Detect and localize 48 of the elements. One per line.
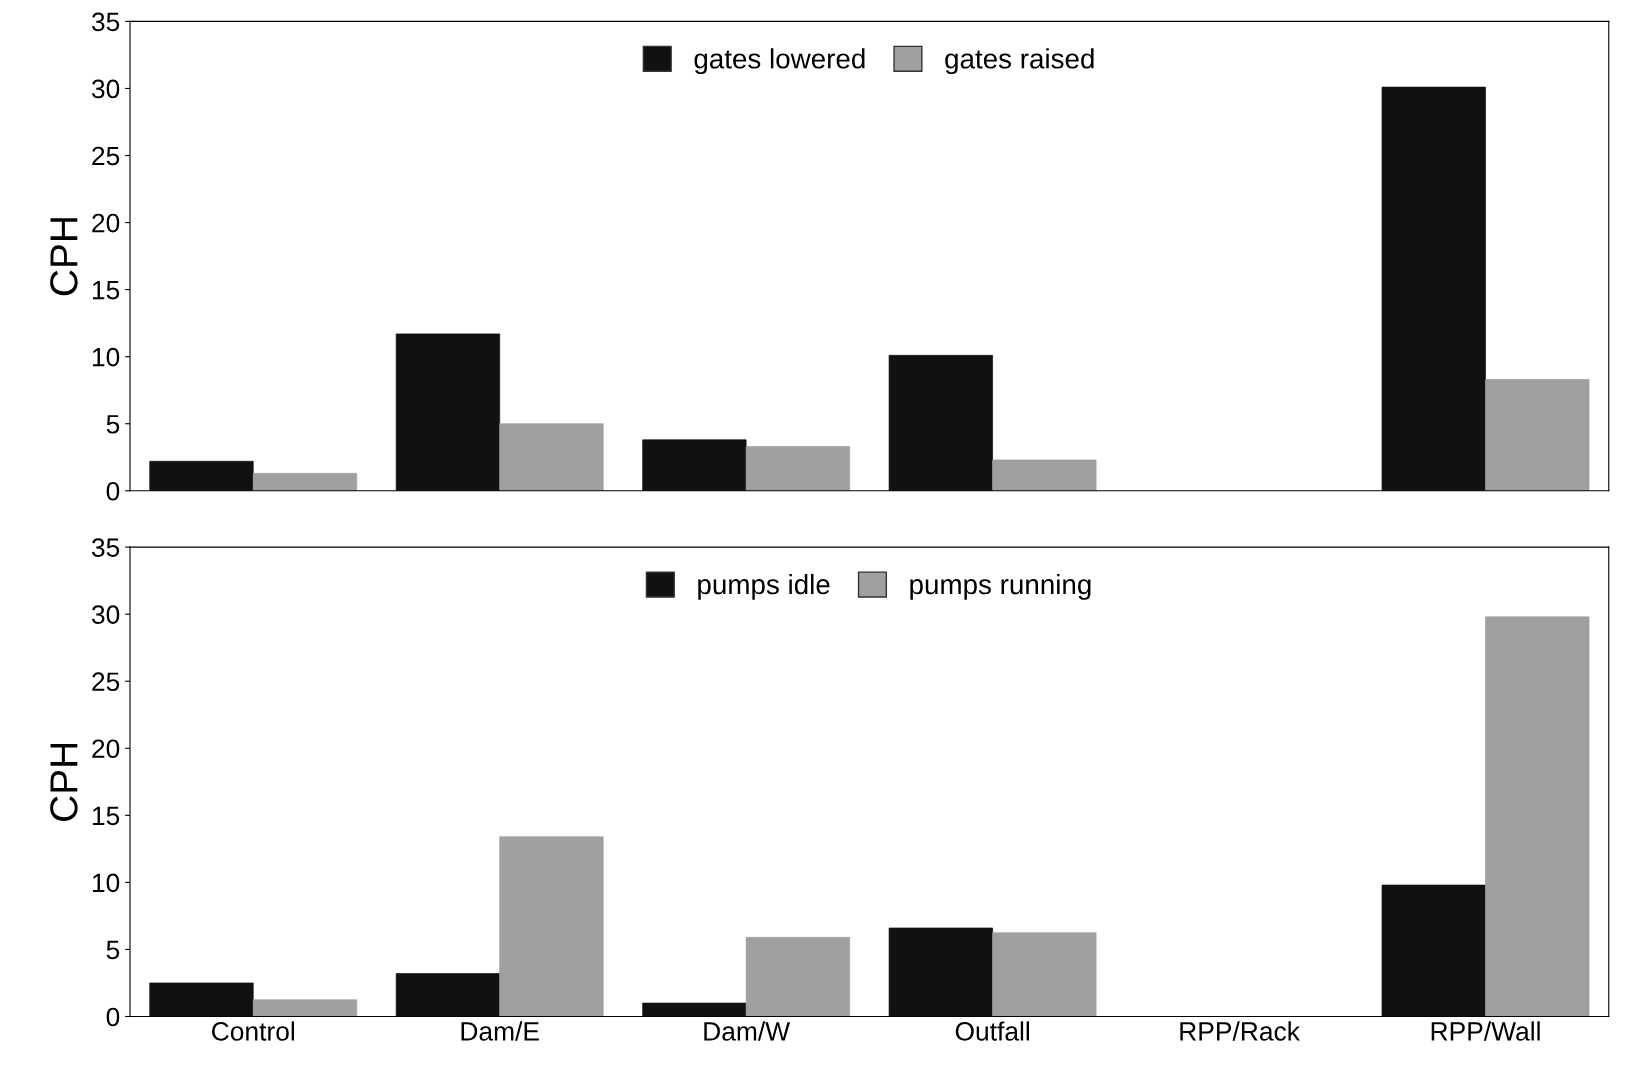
x-tick-label: RPP/Wall — [1431, 1021, 1540, 1041]
x-tick-label: Control — [212, 1021, 294, 1041]
x-tick-label: Outfall — [955, 1021, 1029, 1041]
bar — [395, 333, 501, 491]
bar — [888, 354, 993, 491]
y-tick-label: 30 — [91, 605, 120, 624]
y-tick-label: 15 — [92, 281, 120, 300]
bar — [1381, 86, 1486, 491]
legend-label: gates raised — [945, 48, 1094, 75]
x-tick-label: Dam/W — [704, 1021, 791, 1041]
legend-label: pumps idle — [698, 573, 830, 600]
y-tick-label: 0 — [106, 481, 120, 501]
y-tick-label: 30 — [91, 79, 120, 99]
x-tick-label: RPP/Rack — [1180, 1021, 1300, 1041]
y-tick-label: 10 — [92, 873, 120, 893]
y-tick-label: 35 — [91, 12, 120, 32]
y-axis-title: CPH — [50, 218, 78, 296]
bar — [642, 1002, 747, 1017]
y-tick-label: 0 — [106, 1007, 120, 1027]
bar — [499, 836, 604, 1017]
bar — [1485, 616, 1590, 1017]
bar — [745, 446, 851, 491]
legend-label: gates lowered — [694, 48, 865, 75]
bar — [252, 999, 358, 1017]
bar — [149, 460, 254, 491]
bar — [499, 423, 604, 491]
y-tick-label: 5 — [106, 940, 120, 960]
y-tick-label: 15 — [92, 806, 120, 826]
bar — [1485, 379, 1590, 491]
y-tick-label: 25 — [92, 146, 120, 166]
x-tick-label: Dam/E — [461, 1021, 539, 1041]
y-tick-label: 10 — [92, 347, 120, 367]
bar — [395, 973, 501, 1017]
bar — [1381, 884, 1486, 1017]
y-tick-label: 25 — [92, 672, 120, 692]
y-tick-label: 5 — [106, 415, 120, 434]
bar — [252, 473, 358, 491]
bar — [992, 932, 1097, 1017]
y-tick-label: 20 — [92, 739, 120, 759]
legend-label: pumps running — [910, 573, 1091, 600]
bar — [642, 439, 747, 491]
bar — [149, 982, 254, 1017]
y-axis-title: CPH — [50, 743, 78, 821]
y-tick-label: 20 — [92, 213, 120, 233]
bar — [992, 459, 1097, 491]
y-tick-label: 35 — [91, 538, 120, 557]
bar — [745, 937, 851, 1017]
bar — [888, 927, 993, 1017]
